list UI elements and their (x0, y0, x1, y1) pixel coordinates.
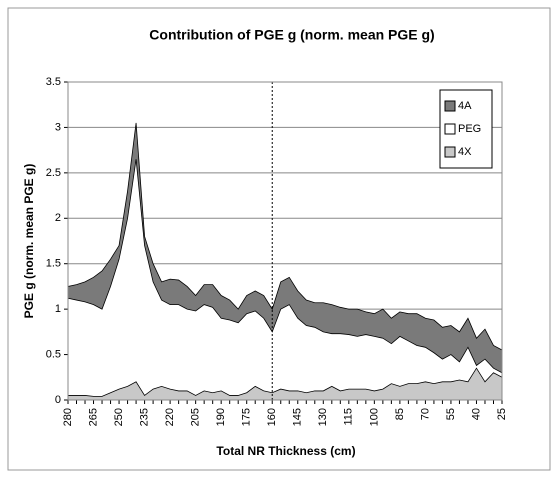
legend-swatch (444, 123, 456, 135)
area-series (67, 367, 503, 401)
x-tick-label: 40 (470, 408, 482, 420)
x-tick-label: 160 (266, 408, 278, 426)
x-tick-label: 55 (445, 408, 457, 420)
x-tick-label: 130 (317, 408, 329, 426)
plot-border (67, 81, 503, 401)
chart-title: Contribution of PGE g (norm. mean PGE g) (149, 27, 434, 43)
x-tick-label: 220 (164, 408, 176, 426)
x-tick-label: 175 (241, 408, 253, 426)
legend-swatch (444, 100, 456, 112)
y-tick-label: 3.5 (46, 76, 61, 88)
legend-label: 4A (458, 100, 472, 112)
y-tick-label: 1 (55, 303, 61, 315)
x-tick-label: 145 (292, 408, 304, 426)
x-tick-label: 25 (496, 408, 508, 420)
x-tick-label: 280 (62, 408, 74, 426)
y-tick-label: 2 (55, 212, 61, 224)
x-tick-label: 250 (113, 408, 125, 426)
x-tick-label: 115 (343, 408, 355, 426)
x-tick-label: 190 (215, 408, 227, 426)
x-tick-label: 70 (419, 408, 431, 420)
legend-label: PEG (458, 123, 481, 135)
y-tick-label: 3 (55, 121, 61, 133)
x-tick-label: 205 (190, 408, 202, 426)
y-tick-label: 0 (55, 394, 61, 406)
x-tick-label: 265 (87, 408, 99, 426)
x-tick-label: 235 (138, 408, 150, 426)
y-tick-label: 0.5 (46, 348, 61, 360)
y-tick-label: 2.5 (46, 167, 61, 179)
legend-swatch (444, 146, 456, 158)
x-tick-label: 85 (394, 408, 406, 420)
legend-label: 4X (458, 146, 472, 158)
y-axis-title: PGE g (norm. mean PGE g) (22, 164, 36, 319)
x-axis-title: Total NR Thickness (cm) (216, 444, 355, 458)
x-tick-label: 100 (368, 408, 380, 426)
area-series (67, 159, 503, 401)
y-tick-label: 1.5 (46, 258, 61, 270)
